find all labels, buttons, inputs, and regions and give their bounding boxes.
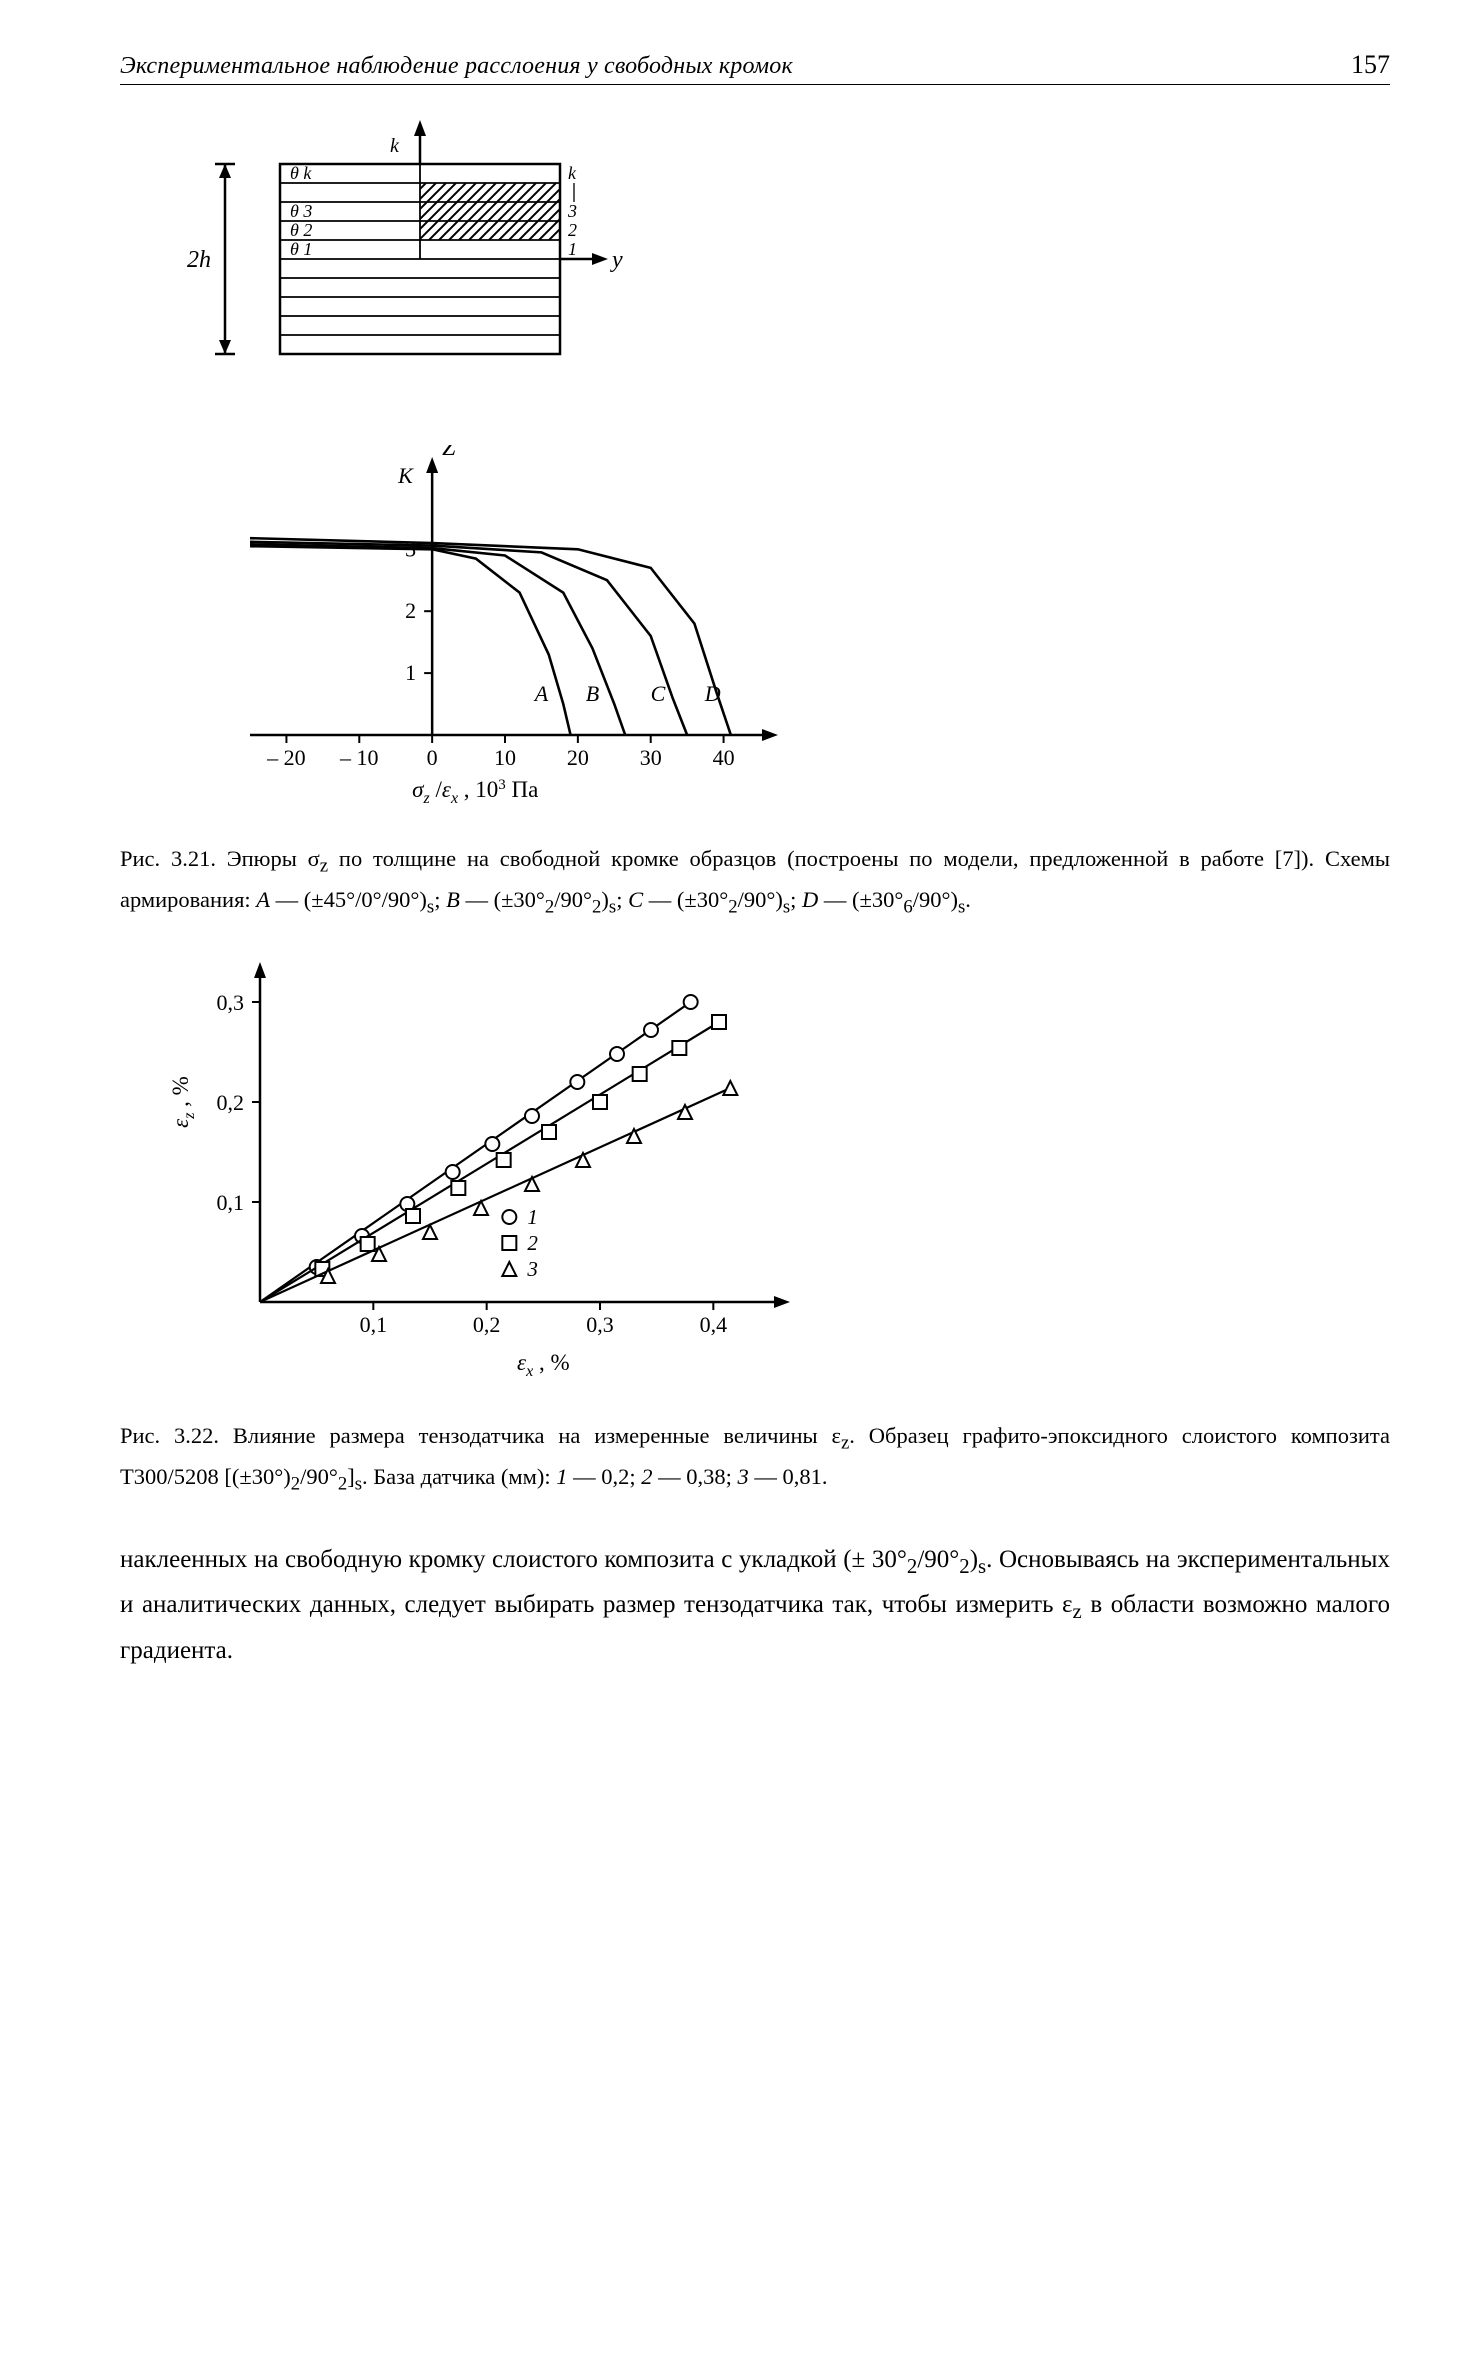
svg-text:0,4: 0,4 [700, 1312, 728, 1337]
svg-text:0: 0 [427, 745, 438, 770]
svg-text:2: 2 [527, 1231, 538, 1255]
svg-text:20: 20 [567, 745, 589, 770]
svg-text:0,1: 0,1 [360, 1312, 388, 1337]
svg-text:2: 2 [568, 220, 577, 240]
figure-3-21-caption: Рис. 3.21. Эпюры σz по толщине на свобод… [120, 841, 1390, 922]
svg-text:εz , %: εz , % [168, 1076, 198, 1128]
svg-text:40: 40 [713, 745, 735, 770]
svg-text:θ 2: θ 2 [290, 220, 312, 240]
svg-text:0,2: 0,2 [217, 1090, 245, 1115]
svg-text:1: 1 [405, 660, 416, 685]
svg-text:30: 30 [640, 745, 662, 770]
page-number: 157 [1321, 50, 1390, 80]
figure-3-21-diagram: 2h θ k k θ 3 3 θ 2 2 θ 1 1 Zk y [160, 119, 1390, 425]
svg-text:0,3: 0,3 [586, 1312, 614, 1337]
figure-3-21-chart: – 20– 10010203040123ZKσz /εx , 103 ПаABC… [160, 445, 1390, 821]
svg-text:K: K [397, 463, 414, 488]
svg-text:θ k: θ k [290, 163, 312, 183]
svg-text:3: 3 [526, 1257, 538, 1281]
svg-text:3: 3 [567, 201, 577, 221]
svg-text:Z: Z [414, 119, 428, 120]
sigma-z-epsilon-x-chart: – 20– 10010203040123ZKσz /εx , 103 ПаABC… [160, 445, 800, 815]
svg-text:2: 2 [405, 598, 416, 623]
svg-text:0,2: 0,2 [473, 1312, 501, 1337]
svg-text:D: D [704, 681, 721, 706]
svg-text:– 20: – 20 [266, 745, 306, 770]
laminate-diagram: 2h θ k k θ 3 3 θ 2 2 θ 1 1 Zk y [160, 119, 680, 419]
svg-text:2h: 2h [187, 247, 211, 273]
svg-text:0,3: 0,3 [217, 990, 245, 1015]
svg-text:k: k [568, 163, 577, 183]
running-header: Экспериментальное наблюдение расслоения … [120, 50, 1390, 85]
strain-gauge-chart: 0,1 0,2 0,3 0,4 0,1 0,2 0,3 εz , % εx , % 123 [160, 962, 800, 1392]
svg-text:A: A [533, 681, 549, 706]
svg-text:0,1: 0,1 [217, 1190, 245, 1215]
svg-text:k: k [390, 135, 400, 157]
svg-text:B: B [586, 681, 599, 706]
figure-3-22-chart: 0,1 0,2 0,3 0,4 0,1 0,2 0,3 εz , % εx , % 123 [160, 962, 1390, 1398]
svg-text:θ 3: θ 3 [290, 201, 312, 221]
svg-text:θ 1: θ 1 [290, 239, 312, 259]
svg-text:εx , %: εx , % [517, 1350, 570, 1380]
svg-text:σz /εx , 103 Па: σz /εx , 103 Па [412, 777, 538, 807]
svg-text:1: 1 [527, 1205, 538, 1229]
svg-text:y: y [610, 247, 623, 273]
svg-text:C: C [651, 681, 666, 706]
svg-text:10: 10 [494, 745, 516, 770]
svg-text:1: 1 [568, 239, 577, 259]
running-title: Экспериментальное наблюдение расслоения … [120, 53, 793, 80]
svg-text:– 10: – 10 [339, 745, 379, 770]
figure-3-22-caption: Рис. 3.22. Влияние размера тензодатчика … [120, 1418, 1390, 1499]
body-paragraph: наклеенных на свободную кромку слоистого… [120, 1539, 1390, 1672]
svg-text:Z: Z [442, 445, 456, 461]
